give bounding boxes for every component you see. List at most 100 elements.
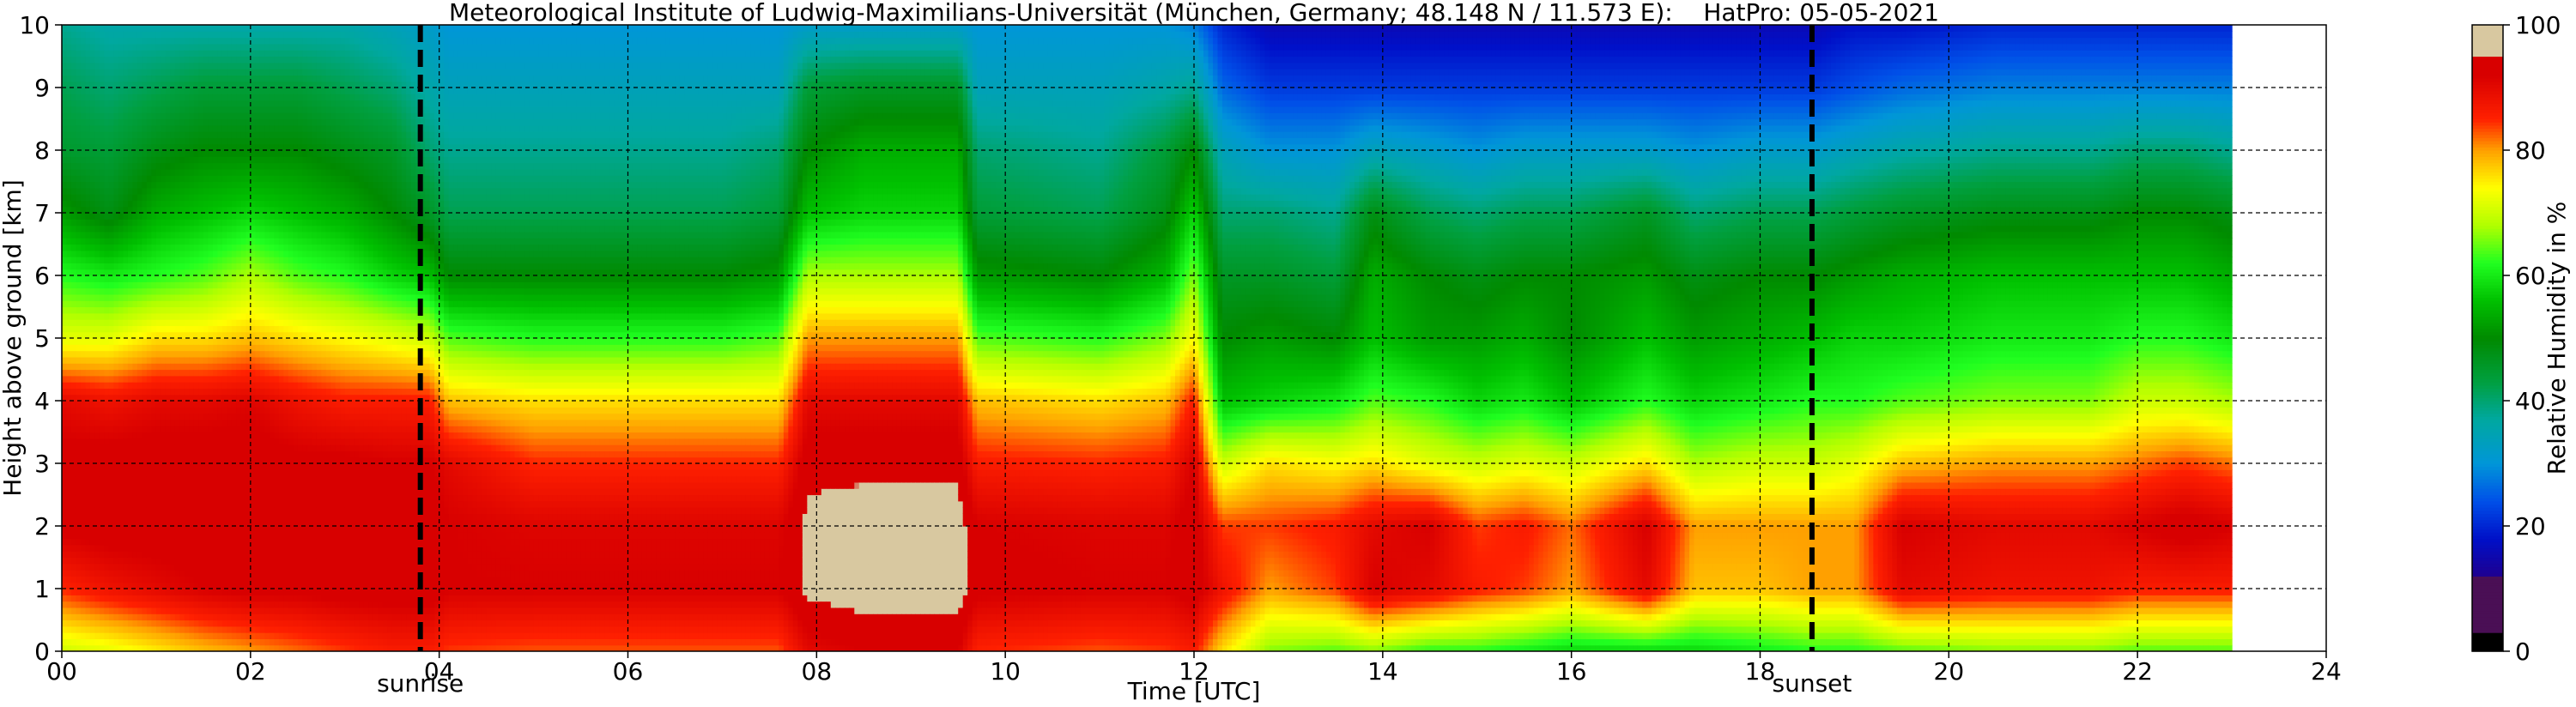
heatmap-cell	[222, 607, 227, 614]
heatmap-cell	[161, 219, 166, 226]
heatmap-cell	[194, 119, 199, 126]
heatmap-cell	[241, 232, 246, 239]
heatmap-cell	[137, 444, 142, 451]
heatmap-cell	[255, 376, 260, 383]
heatmap-cell	[179, 300, 185, 307]
heatmap-cell	[137, 595, 142, 601]
heatmap-cell	[222, 513, 227, 520]
heatmap-cell	[227, 275, 232, 282]
heatmap-cell	[166, 370, 171, 377]
heatmap-cell	[198, 532, 203, 539]
heatmap-cell	[85, 313, 90, 320]
heatmap-cell	[147, 69, 152, 76]
heatmap-cell	[198, 370, 203, 377]
heatmap-cell	[109, 63, 114, 69]
heatmap-cell	[208, 513, 213, 520]
heatmap-cell	[179, 338, 185, 345]
heatmap-cell	[113, 319, 118, 326]
heatmap-cell	[81, 263, 86, 269]
heatmap-cell	[189, 182, 194, 189]
heatmap-cell	[161, 88, 166, 94]
heatmap-cell	[156, 613, 161, 620]
heatmap-cell	[147, 382, 152, 389]
heatmap-cell	[90, 501, 95, 508]
heatmap-cell	[100, 307, 105, 314]
heatmap-cell	[264, 638, 270, 645]
heatmap-cell	[66, 351, 71, 358]
heatmap-cell	[222, 307, 227, 314]
heatmap-cell	[66, 38, 71, 45]
heatmap-cell	[251, 226, 256, 233]
heatmap-cell	[137, 163, 142, 170]
heatmap-cell	[189, 539, 194, 546]
heatmap-cell	[227, 226, 232, 233]
heatmap-cell	[217, 363, 222, 370]
heatmap-cell	[198, 219, 203, 226]
heatmap-cell	[232, 232, 237, 239]
heatmap-cell	[166, 357, 171, 364]
heatmap-cell	[90, 25, 95, 32]
heatmap-cell	[232, 382, 237, 389]
heatmap-cell	[137, 213, 142, 220]
heatmap-cell	[151, 307, 156, 314]
heatmap-cell	[208, 288, 213, 295]
heatmap-cell	[194, 401, 199, 408]
heatmap-cell	[203, 50, 209, 57]
heatmap-cell	[132, 194, 137, 201]
heatmap-cell	[90, 156, 95, 163]
heatmap-cell	[251, 275, 256, 282]
heatmap-cell	[236, 601, 241, 608]
heatmap-cell	[213, 432, 218, 439]
heatmap-cell	[71, 564, 76, 571]
heatmap-cell	[208, 106, 213, 113]
heatmap-cell	[264, 188, 270, 195]
heatmap-cell	[232, 564, 237, 571]
heatmap-cell	[189, 94, 194, 100]
heatmap-cell	[213, 307, 218, 314]
heatmap-cell	[142, 595, 147, 601]
heatmap-cell	[255, 414, 260, 420]
heatmap-cell	[213, 476, 218, 483]
heatmap-cell	[62, 376, 67, 383]
heatmap-cell	[194, 539, 199, 546]
heatmap-cell	[260, 63, 265, 69]
heatmap-cell	[203, 169, 209, 176]
heatmap-cell	[203, 576, 209, 583]
heatmap-cell	[227, 601, 232, 608]
heatmap-cell	[175, 482, 180, 489]
heatmap-cell	[264, 632, 270, 639]
heatmap-cell	[94, 426, 100, 432]
heatmap-cell	[179, 245, 185, 251]
heatmap-cell	[90, 613, 95, 620]
heatmap-cell	[260, 351, 265, 358]
heatmap-cell	[151, 88, 156, 94]
heatmap-cell	[236, 632, 241, 639]
heatmap-cell	[236, 63, 241, 69]
heatmap-cell	[161, 50, 166, 57]
heatmap-cell	[227, 200, 232, 207]
heatmap-cell	[104, 589, 109, 595]
heatmap-cell	[251, 38, 256, 45]
heatmap-cell	[90, 182, 95, 189]
heatmap-cell	[90, 469, 95, 476]
heatmap-cell	[217, 463, 222, 470]
heatmap-cell	[255, 407, 260, 414]
heatmap-cell	[142, 106, 147, 113]
heatmap-cell	[156, 507, 161, 514]
heatmap-cell	[161, 169, 166, 176]
heatmap-cell	[76, 450, 81, 457]
heatmap-cell	[260, 607, 265, 614]
heatmap-cell	[170, 175, 175, 182]
heatmap-cell	[100, 263, 105, 269]
heatmap-cell	[81, 106, 86, 113]
heatmap-cell	[137, 338, 142, 345]
heatmap-cell	[66, 495, 71, 502]
heatmap-cell	[213, 444, 218, 451]
heatmap-cell	[170, 488, 175, 495]
heatmap-cell	[118, 182, 124, 189]
heatmap-cell	[104, 251, 109, 257]
heatmap-cell	[255, 638, 260, 645]
heatmap-cell	[71, 613, 76, 620]
heatmap-cell	[118, 551, 124, 558]
heatmap-cell	[166, 63, 171, 69]
